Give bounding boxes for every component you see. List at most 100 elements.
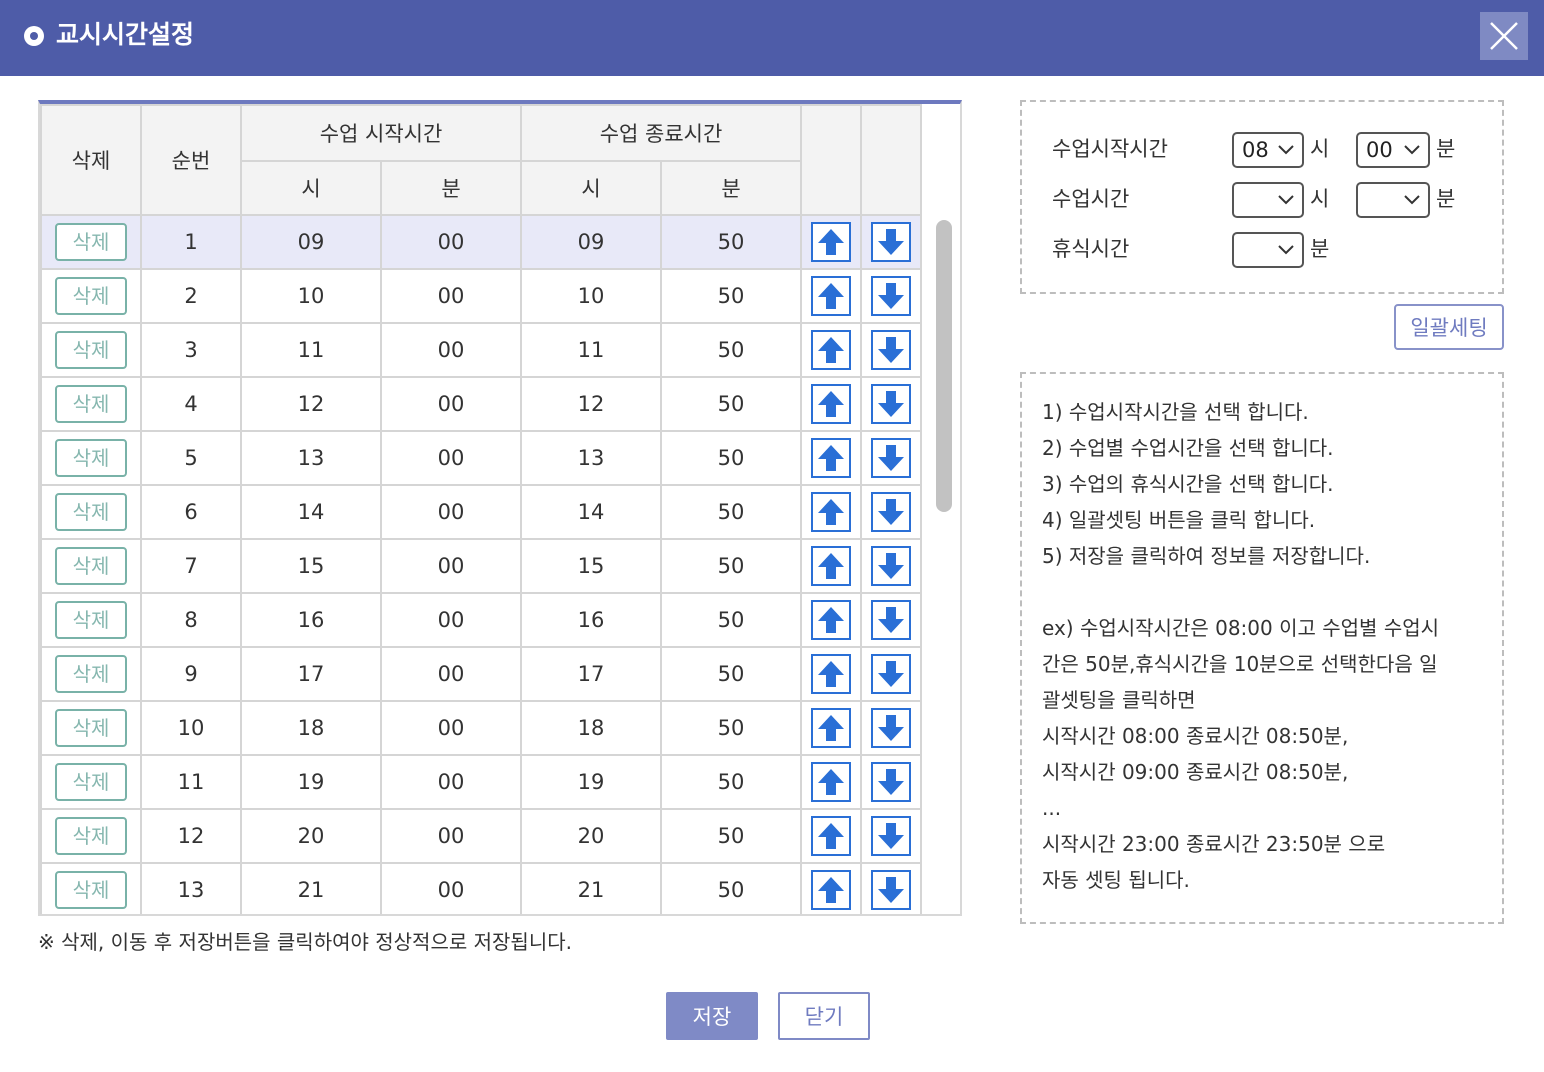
arrow-up-icon [818,715,844,741]
help-example-line: 시작시간 09:00 종료시간 08:50분, [1042,760,1349,784]
help-panel: 1) 수업시작시간을 선택 합니다. 2) 수업별 수업시간을 선택 합니다. 3)… [1020,372,1504,924]
delete-cell: 삭제 [40,592,142,648]
delete-row-button[interactable]: 삭제 [55,817,127,855]
table-row[interactable]: 삭제 9 17 00 17 50 [40,646,922,702]
close-dialog-button[interactable] [1480,12,1528,60]
move-down-button[interactable] [871,384,911,424]
move-down-cell [860,700,922,756]
table-row[interactable]: 삭제 10 18 00 18 50 [40,700,922,756]
delete-cell: 삭제 [40,862,142,914]
class-minute-select[interactable] [1356,182,1430,218]
start-minute-select[interactable]: 00 [1356,132,1430,168]
start-minute-cell: 00 [380,376,522,432]
table-row[interactable]: 삭제 1 09 00 09 50 [40,214,922,270]
end-hour-cell: 12 [520,376,662,432]
table-row[interactable]: 삭제 11 19 00 19 50 [40,754,922,810]
move-down-button[interactable] [871,654,911,694]
arrow-up-icon [818,337,844,363]
move-up-button[interactable] [811,546,851,586]
start-hour-select[interactable]: 08 [1232,132,1304,168]
delete-row-button[interactable]: 삭제 [55,331,127,369]
move-up-button[interactable] [811,438,851,478]
arrow-down-icon [878,283,904,309]
move-down-button[interactable] [871,816,911,856]
table-row[interactable]: 삭제 4 12 00 12 50 [40,376,922,432]
table-scrollbar-thumb[interactable] [936,220,952,512]
move-up-button[interactable] [811,222,851,262]
move-up-button[interactable] [811,600,851,640]
delete-row-button[interactable]: 삭제 [55,439,127,477]
bulk-setting-button[interactable]: 일괄세팅 [1394,304,1504,350]
arrow-up-icon [818,445,844,471]
move-up-button[interactable] [811,384,851,424]
move-down-cell [860,268,922,324]
move-up-button[interactable] [811,762,851,802]
class-hour-select[interactable] [1232,182,1304,218]
period-table-container[interactable]: 삭제 순번 수업 시작시간 수업 종료시간 시 분 시 분 삭제 1 09 00 09 5… [38,100,962,916]
arrow-down-icon [878,823,904,849]
start-minute-value: 00 [1366,138,1393,162]
move-up-button[interactable] [811,330,851,370]
delete-cell: 삭제 [40,376,142,432]
move-down-button[interactable] [871,870,911,910]
delete-cell: 삭제 [40,538,142,594]
table-row[interactable]: 삭제 5 13 00 13 50 [40,430,922,486]
move-down-button[interactable] [871,222,911,262]
move-up-button[interactable] [811,276,851,316]
move-up-button[interactable] [811,870,851,910]
end-minute-cell: 50 [660,376,802,432]
move-up-button[interactable] [811,654,851,694]
delete-cell: 삭제 [40,322,142,378]
move-down-button[interactable] [871,762,911,802]
arrow-up-icon [818,877,844,903]
arrow-up-icon [818,553,844,579]
help-step: 1) 수업시작시간을 선택 합니다. [1042,400,1309,424]
delete-row-button[interactable]: 삭제 [55,223,127,261]
delete-row-button[interactable]: 삭제 [55,547,127,585]
move-up-button[interactable] [811,492,851,532]
order-cell: 12 [140,808,242,864]
delete-row-button[interactable]: 삭제 [55,493,127,531]
end-hour-cell: 17 [520,646,662,702]
delete-row-button[interactable]: 삭제 [55,277,127,315]
move-down-button[interactable] [871,438,911,478]
close-button[interactable]: 닫기 [778,992,870,1040]
move-down-button[interactable] [871,492,911,532]
break-time-label: 휴식시간 [1052,237,1130,261]
end-hour-cell: 19 [520,754,662,810]
delete-row-button[interactable]: 삭제 [55,385,127,423]
move-down-cell [860,808,922,864]
save-button[interactable]: 저장 [666,992,758,1040]
table-row[interactable]: 삭제 12 20 00 20 50 [40,808,922,864]
move-down-button[interactable] [871,546,911,586]
table-row[interactable]: 삭제 8 16 00 16 50 [40,592,922,648]
move-down-button[interactable] [871,276,911,316]
delete-row-button[interactable]: 삭제 [55,871,127,909]
help-example-line: 괄셋팅을 클릭하면 [1042,688,1196,712]
end-hour-cell: 16 [520,592,662,648]
move-down-button[interactable] [871,330,911,370]
move-down-button[interactable] [871,708,911,748]
table-row[interactable]: 삭제 7 15 00 15 50 [40,538,922,594]
end-hour-cell: 10 [520,268,662,324]
move-up-button[interactable] [811,708,851,748]
table-row[interactable]: 삭제 6 14 00 14 50 [40,484,922,540]
table-row[interactable]: 삭제 3 11 00 11 50 [40,322,922,378]
start-time-label: 수업시작시간 [1052,137,1168,161]
move-down-button[interactable] [871,600,911,640]
delete-cell: 삭제 [40,754,142,810]
table-row[interactable]: 삭제 13 21 00 21 50 [40,862,922,914]
move-up-button[interactable] [811,816,851,856]
delete-row-button[interactable]: 삭제 [55,601,127,639]
table-row[interactable]: 삭제 2 10 00 10 50 [40,268,922,324]
arrow-down-icon [878,337,904,363]
arrow-up-icon [818,661,844,687]
delete-row-button[interactable]: 삭제 [55,709,127,747]
delete-row-button[interactable]: 삭제 [55,655,127,693]
order-cell: 7 [140,538,242,594]
break-minute-select[interactable] [1232,232,1304,268]
period-table: 삭제 순번 수업 시작시간 수업 종료시간 시 분 시 분 삭제 1 09 00 09 5… [40,104,922,914]
move-down-cell [860,322,922,378]
delete-row-button[interactable]: 삭제 [55,763,127,801]
header-delete: 삭제 [40,104,142,216]
